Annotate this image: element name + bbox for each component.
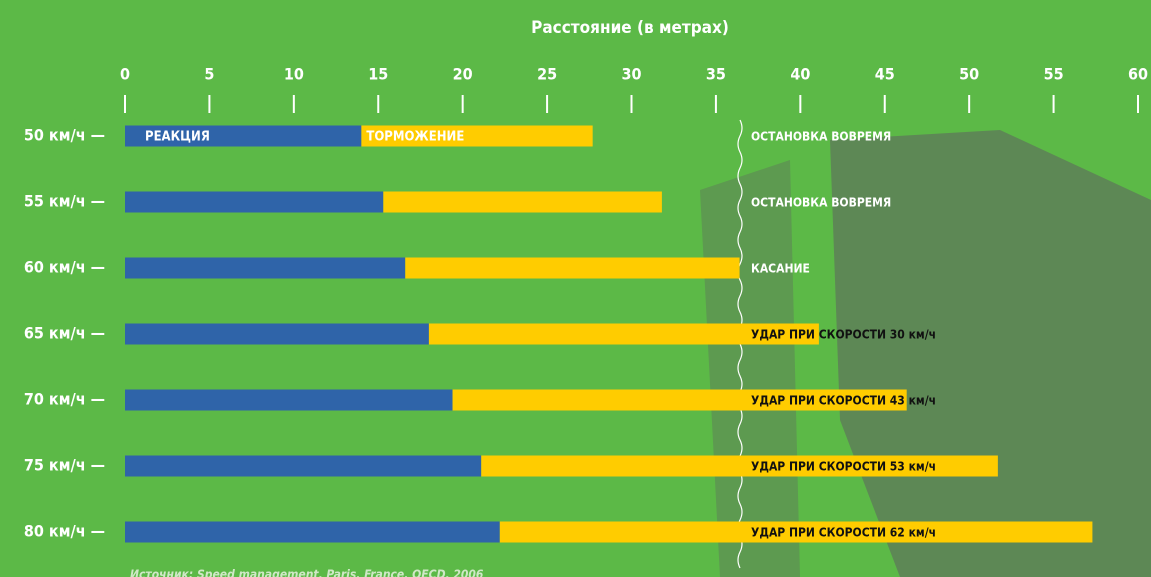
annotation: ОСТАНОВКА ВОВРЕМЯ [751, 196, 891, 210]
y-tick-label: 60 км/ч — [24, 258, 105, 277]
bar-segment [125, 258, 405, 279]
bar-segment [125, 456, 481, 477]
annotation: КАСАНИЕ [751, 262, 810, 276]
x-tick-label: 15 [368, 65, 388, 84]
source: Источник: Speed management, Paris, Franc… [130, 568, 484, 577]
x-tick-label: 45 [875, 65, 895, 84]
y-tick-label: 50 км/ч — [24, 126, 105, 145]
bar-segment [125, 390, 453, 411]
y-tick-label: 80 км/ч — [24, 522, 105, 541]
y-tick-label: 55 км/ч — [24, 192, 105, 211]
chart: Расстояние (в метрах) Источник: Speed ma… [0, 0, 1151, 577]
bar-segment [405, 258, 739, 279]
axis-title: Расстояние (в метрах) [531, 18, 729, 38]
annotation: УДАР ПРИ СКОРОСТИ 53 км/ч [751, 460, 936, 474]
annotation: УДАР ПРИ СКОРОСТИ 30 км/ч [751, 328, 936, 342]
series-label: ТОРМОЖЕНИЕ [366, 130, 464, 145]
x-tick-label: 10 [284, 65, 304, 84]
y-tick-label: 65 км/ч — [24, 324, 105, 343]
annotation: ОСТАНОВКА ВОВРЕМЯ [751, 130, 891, 144]
bar-segment [125, 192, 383, 213]
x-tick-label: 0 [120, 65, 130, 84]
bar-segment [383, 192, 662, 213]
x-tick-label: 20 [453, 65, 473, 84]
x-tick-label: 25 [537, 65, 557, 84]
bar-segment [125, 324, 429, 345]
annotation: УДАР ПРИ СКОРОСТИ 43 км/ч [751, 394, 936, 408]
x-tick-label: 30 [621, 65, 641, 84]
x-tick-label: 40 [790, 65, 810, 84]
y-tick-label: 75 км/ч — [24, 456, 105, 475]
series-label: РЕАКЦИЯ [145, 130, 210, 145]
x-tick-label: 55 [1044, 65, 1064, 84]
x-tick-label: 60 [1128, 65, 1148, 84]
x-tick-label: 5 [204, 65, 214, 84]
x-tick-label: 50 [959, 65, 979, 84]
x-tick-label: 35 [706, 65, 726, 84]
bar-segment [125, 522, 500, 543]
annotation: УДАР ПРИ СКОРОСТИ 62 км/ч [751, 526, 936, 540]
y-tick-label: 70 км/ч — [24, 390, 105, 409]
